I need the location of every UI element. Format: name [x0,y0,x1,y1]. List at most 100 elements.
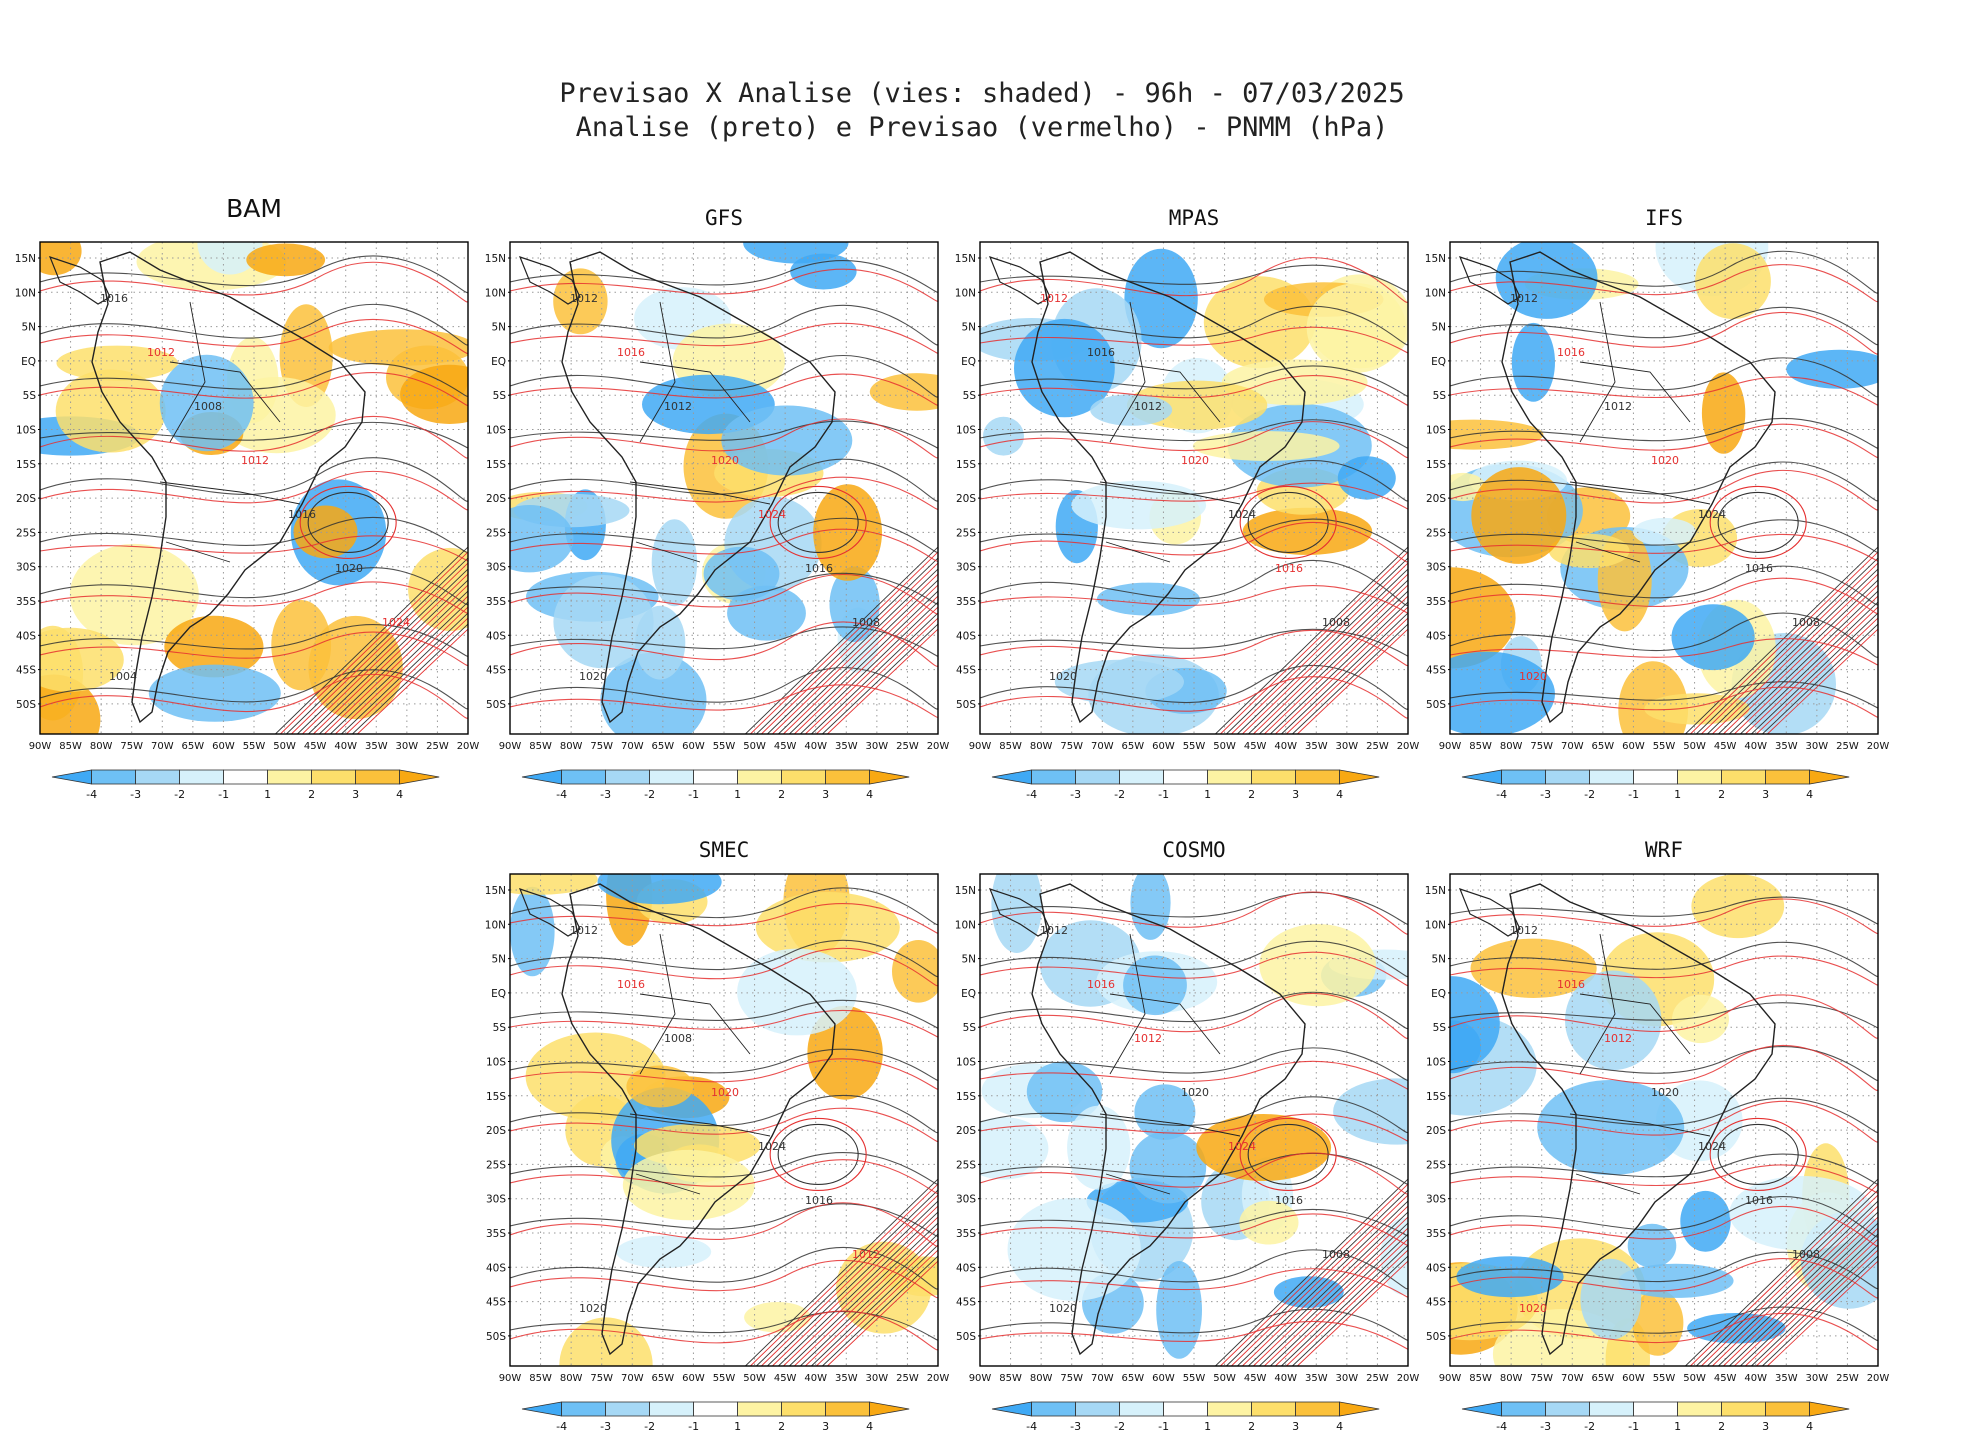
isobar-forecast [1745,606,1878,734]
lon-tick-label: 75W [1530,1373,1553,1384]
lon-tick-label: 85W [999,741,1022,752]
isobar-analysis [510,939,938,978]
map-svg: 1016 1012 1008 1012 1016 1020 1024 1004 15N 10N 5N… [15,241,479,800]
bias-shade [980,1117,1049,1180]
colorbar-label: -3 [1540,788,1551,800]
lon-tick-label: 45W [1244,1373,1267,1384]
country-border [1109,301,1146,443]
isobar-analysis [510,1095,938,1134]
lat-tick-label: 10N [955,287,976,299]
lat-tick-label: 10S [956,1057,976,1069]
contour-label: 1016 [1087,346,1115,359]
lat-tick-label: 10N [485,287,506,299]
country-border [1099,1113,1241,1137]
bias-shade [1580,1258,1642,1340]
isobar-forecast [805,1238,938,1366]
colorbar-swatch [1207,769,1253,785]
country-border [169,301,206,443]
lon-tick-label: 35W [365,741,388,752]
country-border [1579,301,1616,443]
colorbar: -4 -3 -2 -1 1 2 3 4 [991,769,1380,800]
isobar-forecast [1220,551,1408,734]
isobar-forecast [335,606,468,734]
lon-tick-label: 75W [590,741,613,752]
isobar-analysis [980,1308,1408,1341]
panel-title: SMEC [698,838,750,862]
isobar-forecast [816,617,938,734]
map-frame [979,241,1409,735]
bias-shade [1196,1114,1332,1181]
lat-tick-label: 15N [485,885,506,897]
contour-label: 1008 [1322,1248,1350,1261]
isobar-forecast [980,951,1408,986]
colorbar-swatch [1295,1401,1341,1417]
contour-label: 1016 [617,978,645,991]
bias-shade [829,566,880,643]
isobar-forecast [772,1205,938,1366]
isobar-analysis [1270,601,1408,734]
lat-tick-label: 50S [1426,1331,1446,1343]
contour-label: 1008 [1792,616,1820,629]
colorbar-label: 3 [352,788,359,800]
lon-tick-label: 45W [304,741,327,752]
lon-tick-label: 30W [396,741,419,752]
lat-tick-label: 50S [1426,699,1446,711]
lat-tick-label: 45S [956,665,976,677]
isobar-forecast [980,1268,1408,1298]
isobar-forecast [1231,562,1408,734]
isobar-analysis [822,623,938,734]
lon-tick-label: 60W [212,741,235,752]
contour-label: 1020 [1181,1086,1209,1099]
lon-tick-label: 35W [1305,1373,1328,1384]
isobar-analysis [510,1048,938,1081]
isobar-forecast [1242,1205,1408,1366]
lat-tick-label: 20S [486,493,506,505]
panel-title: IFS [1645,206,1683,230]
isobar-forecast [302,573,468,734]
lon-tick-label: 60W [1152,741,1175,752]
isobar-analysis [1762,1255,1878,1366]
lat-tick-label: 15N [485,253,506,265]
lon-tick-label: 85W [1469,1373,1492,1384]
colorbar-swatch [1207,1401,1253,1417]
central-america-coastline [518,888,581,937]
bias-shade [1450,1020,1481,1074]
isobar-analysis [778,579,938,734]
isobar-analysis [330,601,468,734]
isobar-analysis [40,624,468,657]
isobar-analysis [1270,1233,1408,1366]
isobar-analysis [308,579,468,734]
isobar-analysis [822,1255,938,1366]
isobar-forecast [1767,1260,1878,1366]
country-border [165,541,231,563]
isobar-forecast [1264,1227,1408,1366]
isobar-analysis [1450,1196,1878,1238]
isobar-forecast [1253,1216,1408,1366]
figure-title-line1: Previsao X Analise (vies: shaded) - 96h … [559,78,1405,109]
country-border [1579,361,1691,423]
bias-shade [55,369,166,453]
isobar-analysis [1450,417,1878,449]
colorbar-arrow-high [1339,769,1380,785]
lat-tick-label: 25S [956,527,976,539]
colorbar-arrow-low [51,769,92,785]
colorbar-swatch [825,769,871,785]
country-border [639,933,676,1075]
isobar-analysis [1450,941,1878,977]
south-america-coastline [91,251,366,724]
map-frame [39,241,469,735]
contour-label: 1020 [335,562,363,575]
isobar-forecast [324,595,468,734]
isobar-forecast [1450,638,1878,666]
isobar-forecast [761,1194,938,1366]
contour-label: 1020 [1651,1086,1679,1099]
isobar-forecast [1450,533,1878,562]
isobar-forecast [1723,1216,1878,1366]
lon-tick-label: 45W [774,741,797,752]
lon-tick-label: 35W [1775,1373,1798,1384]
lon-tick-label: 45W [1714,1373,1737,1384]
isobar-forecast [313,584,468,734]
isobar-analysis [341,612,468,734]
colorbar-label: 4 [866,788,873,800]
colorbar-label: 2 [778,788,785,800]
